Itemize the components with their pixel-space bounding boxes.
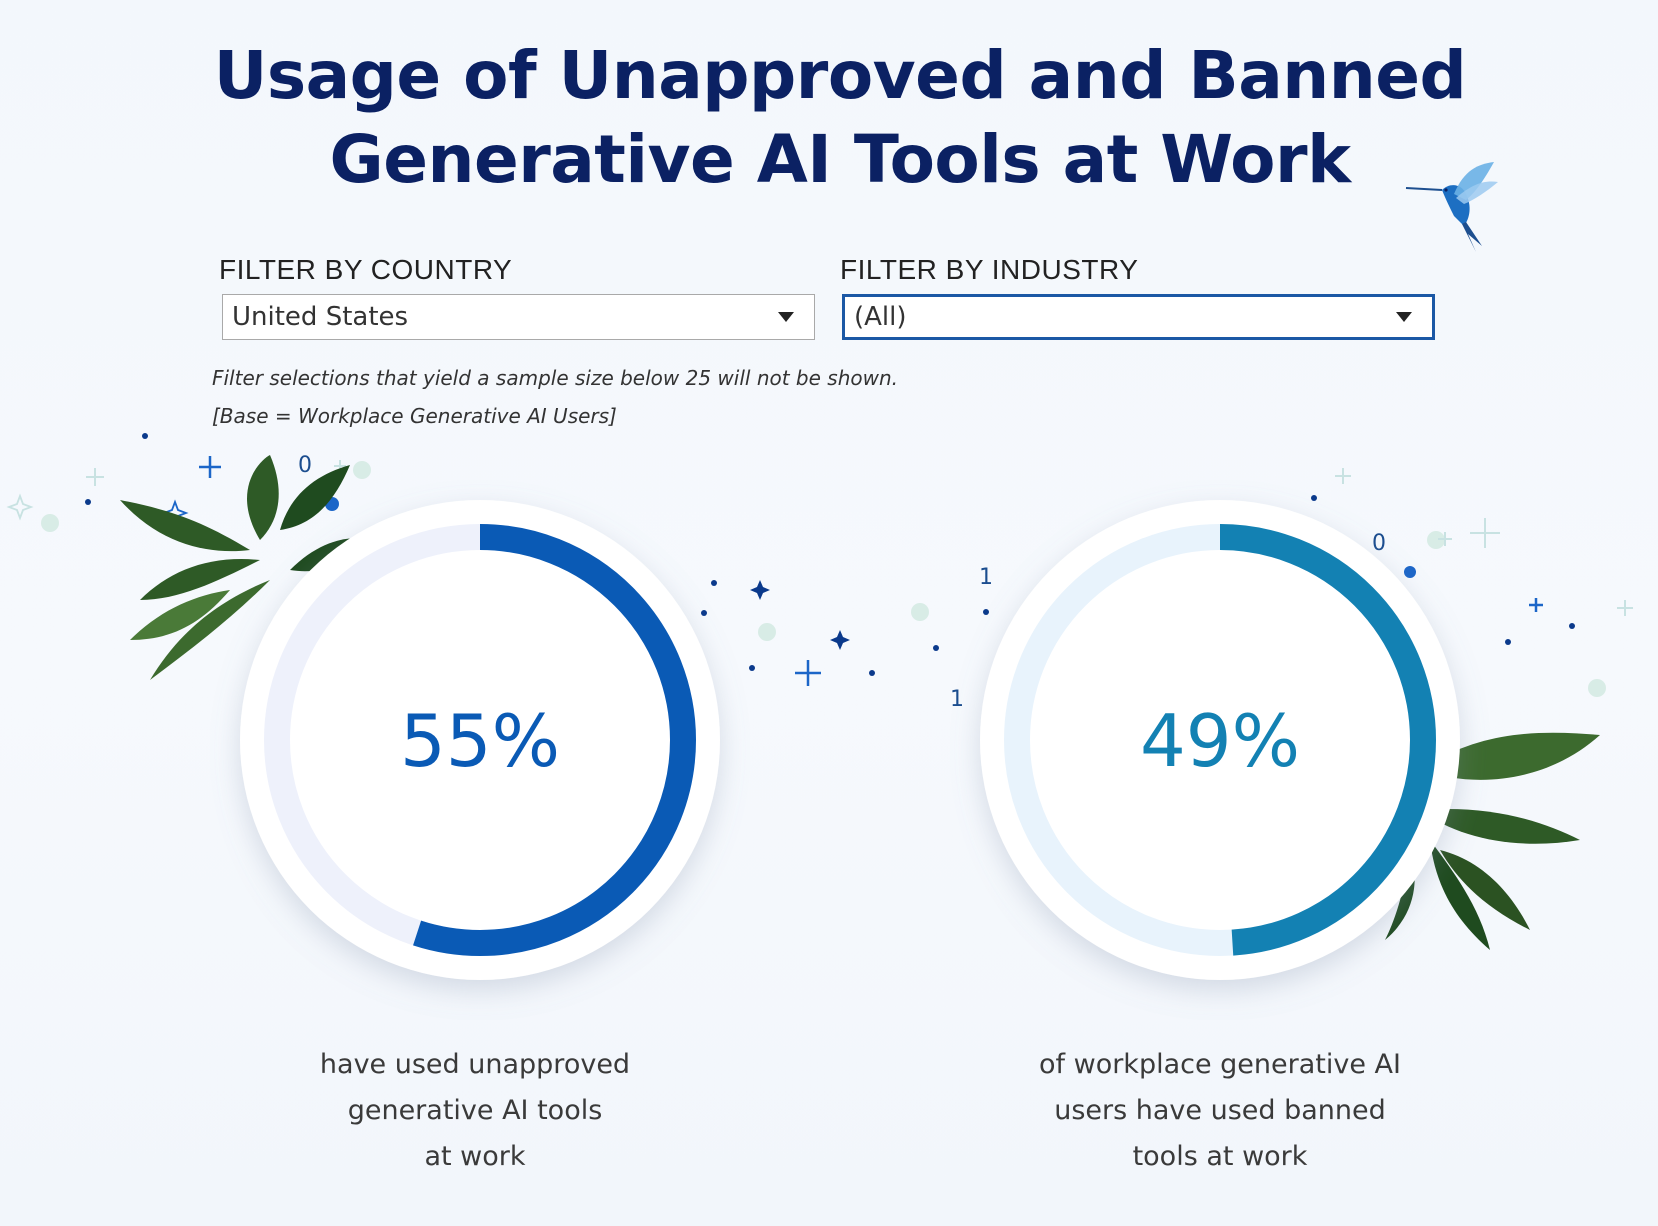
filter-country-label: FILTER BY COUNTRY bbox=[219, 254, 513, 285]
kpi-2-line: of workplace generative AI bbox=[1039, 1049, 1401, 1080]
kpi-ring-2-disc bbox=[980, 500, 1460, 980]
kpi-1-description: have used unapproved generative AI tools… bbox=[230, 1042, 720, 1180]
kpi-1-line: at work bbox=[424, 1141, 526, 1172]
kpi-2-line: tools at work bbox=[1132, 1141, 1308, 1172]
binary-digit: 1 bbox=[950, 687, 964, 712]
dropdown-arrow-icon bbox=[778, 312, 794, 322]
page-title: Usage of Unapproved and Banned Generativ… bbox=[0, 34, 1658, 202]
title-line-1: Usage of Unapproved and Banned bbox=[213, 37, 1467, 114]
kpi-ring-1-progress bbox=[264, 524, 696, 956]
base-note: [Base = Workplace Generative AI Users] bbox=[212, 404, 617, 428]
kpi-ring-2: 49% bbox=[980, 500, 1460, 980]
binary-digit: 1 bbox=[979, 565, 993, 590]
kpi-2-description: of workplace generative AI users have us… bbox=[965, 1042, 1475, 1180]
kpi-1-line: have used unapproved bbox=[319, 1049, 631, 1080]
leaf-cluster-icon bbox=[120, 455, 370, 680]
industry-select[interactable]: (All) bbox=[842, 294, 1435, 340]
title-line-2: Generative AI Tools at Work bbox=[329, 121, 1351, 198]
leaf-cluster-icon bbox=[1385, 732, 1600, 950]
industry-select-value: (All) bbox=[854, 302, 907, 332]
kpi-ring-2-progress bbox=[1004, 524, 1436, 956]
kpi-1-line: generative AI tools bbox=[347, 1095, 603, 1126]
binary-digit: 0 bbox=[1372, 531, 1386, 556]
kpi-2-line: users have used banned bbox=[1054, 1095, 1386, 1126]
country-select[interactable]: United States bbox=[222, 294, 815, 340]
hummingbird-icon bbox=[1405, 162, 1498, 252]
filter-industry-label: FILTER BY INDUSTRY bbox=[840, 254, 1139, 285]
dropdown-arrow-icon bbox=[1396, 312, 1412, 322]
country-select-value: United States bbox=[232, 302, 409, 332]
kpi-ring-1: 55% bbox=[240, 500, 720, 980]
sparkle-decoration: 0 1 1 0 bbox=[6, 433, 1633, 712]
sample-size-note: Filter selections that yield a sample si… bbox=[212, 366, 899, 390]
kpi-2-value: 49% bbox=[1140, 699, 1300, 783]
kpi-1-value: 55% bbox=[400, 699, 560, 783]
kpi-ring-1-disc bbox=[240, 500, 720, 980]
binary-digit: 0 bbox=[298, 453, 312, 478]
